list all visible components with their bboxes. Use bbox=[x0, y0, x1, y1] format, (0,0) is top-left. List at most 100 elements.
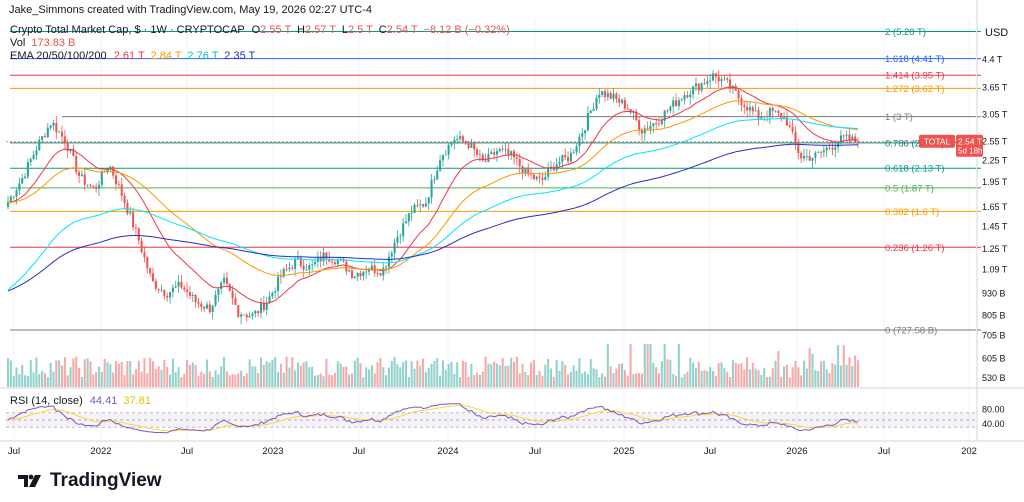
candle-body bbox=[461, 136, 464, 142]
volume-bar bbox=[277, 372, 280, 387]
candle-body bbox=[387, 256, 390, 267]
volume-bar bbox=[200, 371, 203, 387]
tradingview-logo[interactable]: TradingView bbox=[18, 470, 162, 492]
candle-body bbox=[697, 83, 700, 91]
volume-bar bbox=[427, 367, 430, 387]
candle-body bbox=[544, 176, 547, 180]
candle-body bbox=[58, 131, 61, 133]
candle-body bbox=[132, 212, 135, 228]
price-tag-countdown: 5d 18h bbox=[958, 147, 982, 156]
candle-body bbox=[808, 155, 811, 161]
candle-body bbox=[177, 281, 180, 287]
price-axis[interactable]: 4.4 T 3.65 T 3.05 T 2.55 T 2.25 T 1.95 T 1.65 … bbox=[977, 31, 1008, 429]
rsi-legend[interactable]: RSI (14, close) 44.41 37.81 bbox=[10, 395, 151, 407]
candle-body bbox=[41, 136, 44, 140]
volume-bar bbox=[106, 362, 109, 387]
fib-label: 0.786 (2.52 T) bbox=[885, 138, 945, 149]
symbol-tag-bg bbox=[919, 134, 955, 148]
volume-bar bbox=[689, 357, 692, 387]
price-axis-tick: 1.65 T bbox=[982, 202, 1008, 212]
time-axis-tick: 2024 bbox=[437, 446, 458, 457]
volume-bar bbox=[751, 362, 754, 387]
volume-bar bbox=[15, 367, 18, 387]
candlesticks[interactable] bbox=[6, 70, 860, 325]
candle-body bbox=[134, 227, 137, 229]
candle-body bbox=[299, 257, 302, 266]
candle-body bbox=[379, 273, 382, 276]
volume-bar bbox=[339, 363, 342, 387]
rsi-label: RSI (14, close) bbox=[10, 395, 83, 407]
volume-bar bbox=[169, 374, 172, 387]
candle-body bbox=[339, 258, 342, 260]
volume-bar bbox=[845, 364, 848, 387]
ema100-value: 2.76 T bbox=[187, 50, 219, 62]
symbol-title[interactable]: Crypto Total Market Cap, $ · 1W · CRYPTO… bbox=[10, 24, 245, 36]
volume-bar bbox=[407, 377, 410, 387]
candle-body bbox=[100, 171, 103, 185]
candle-body bbox=[231, 291, 234, 299]
candle-body bbox=[268, 296, 271, 304]
volume-bar bbox=[626, 375, 629, 387]
volume-bar bbox=[524, 371, 527, 387]
volume-bar bbox=[612, 372, 615, 387]
candle-body bbox=[325, 252, 328, 259]
volume-bar bbox=[390, 361, 393, 387]
candle-body bbox=[433, 179, 436, 181]
time-axis-tick: 2022 bbox=[90, 446, 111, 457]
volume-bar bbox=[473, 374, 476, 387]
candle-body bbox=[370, 265, 373, 271]
volume-bar bbox=[376, 362, 379, 387]
rsi-pane[interactable] bbox=[6, 403, 976, 434]
volume-bar bbox=[603, 376, 607, 387]
ema20-value: 2.61 T bbox=[113, 50, 145, 62]
volume-bar bbox=[396, 364, 399, 387]
symbol-row[interactable]: Crypto Total Market Cap, $ · 1W · CRYPTO… bbox=[10, 24, 510, 36]
candle-body bbox=[683, 95, 686, 100]
volume-bar bbox=[112, 372, 115, 387]
rsi-line bbox=[7, 403, 859, 434]
volume-bar bbox=[441, 360, 444, 387]
ema-row[interactable]: EMA 20/50/100/200 2.61 T 2.84 T 2.76 T 2… bbox=[10, 50, 255, 62]
volume-bar bbox=[521, 363, 524, 387]
ema-lines bbox=[7, 86, 859, 304]
volume-bar bbox=[655, 367, 658, 387]
tradingview-logo-icon bbox=[18, 474, 41, 487]
candle-body bbox=[365, 271, 368, 273]
volume-bar bbox=[791, 367, 794, 387]
price-axis-tick: 1.25 T bbox=[982, 244, 1008, 254]
volume-bar bbox=[9, 360, 12, 387]
volume-row[interactable]: Vol 173.83 B bbox=[10, 37, 75, 49]
volume-bar bbox=[547, 358, 550, 387]
volume-bar bbox=[188, 364, 191, 387]
volume-bar bbox=[251, 366, 254, 387]
volume-bar bbox=[686, 371, 689, 387]
price-axis-tick: 1.09 T bbox=[982, 265, 1008, 275]
candle-body bbox=[248, 315, 251, 318]
volume-bar bbox=[333, 373, 336, 387]
volume-bar bbox=[268, 362, 271, 387]
candle-body bbox=[265, 303, 268, 311]
candle-body bbox=[663, 110, 666, 121]
candle-body bbox=[24, 176, 27, 178]
volume-bar bbox=[120, 361, 123, 387]
volume-bar bbox=[461, 360, 464, 387]
volume-bar bbox=[134, 369, 137, 387]
candle-body bbox=[746, 106, 749, 111]
rsi-band bbox=[6, 412, 976, 428]
volume-bar bbox=[237, 373, 240, 387]
volume-bar bbox=[80, 376, 83, 387]
candle-body bbox=[274, 291, 277, 293]
candle-body bbox=[311, 264, 314, 266]
volume-bar bbox=[561, 361, 564, 387]
volume-bar bbox=[24, 375, 27, 387]
time-axis[interactable]: Jul 2022 Jul 2023 Jul 2024 Jul 2025 Jul 2026 Jul 20… bbox=[8, 446, 977, 457]
volume-bar bbox=[89, 361, 92, 387]
candle-body bbox=[484, 160, 487, 162]
candle-body bbox=[453, 139, 456, 143]
candle-body bbox=[737, 90, 740, 99]
volume-bar bbox=[825, 369, 828, 387]
price-tag-bg bbox=[956, 134, 983, 157]
candle-body bbox=[711, 73, 715, 81]
candle-body bbox=[677, 100, 680, 107]
